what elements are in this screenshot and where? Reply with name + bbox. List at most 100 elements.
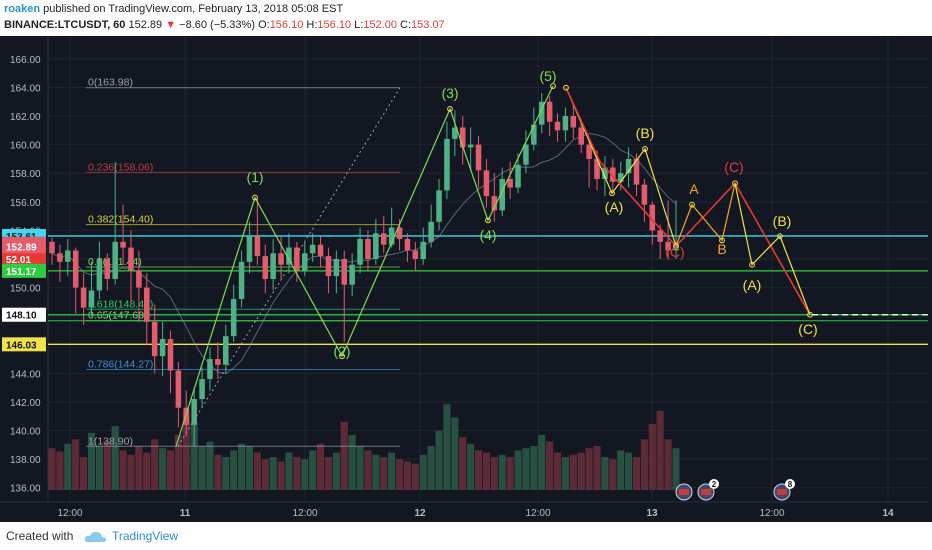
flag-stripe <box>679 489 689 495</box>
tradingview-cloud-icon <box>84 531 107 542</box>
x-tick-label: 12 <box>414 508 426 519</box>
wave-point <box>642 146 648 152</box>
wave-point <box>807 311 813 318</box>
y-tick-label: 164.00 <box>10 83 41 94</box>
volume-bar <box>56 451 64 490</box>
volume-bar <box>324 457 333 490</box>
event-count-label: 8 <box>788 480 793 489</box>
tradingview-brand-link[interactable]: TradingView <box>112 529 179 543</box>
ohlc-line: BINANCE:LTCUSDT, 60 152.89 ▼ −8.60 (−5.3… <box>4 19 445 31</box>
event-count-label: 2 <box>712 480 717 489</box>
volume-bar <box>198 446 206 490</box>
candle-body <box>507 178 513 188</box>
price-tag <box>2 251 46 266</box>
abc-correction-line <box>565 87 677 247</box>
volume-bar <box>427 446 435 490</box>
volume-bar <box>64 443 72 490</box>
candle-body <box>665 241 671 251</box>
volume-bar <box>309 450 317 490</box>
volume-bar <box>166 450 175 490</box>
candle-body <box>657 230 663 242</box>
y-tick-label: 140.00 <box>10 427 41 438</box>
wave-point <box>777 233 783 240</box>
volume-bar <box>95 446 103 490</box>
volume-bar <box>111 426 119 490</box>
candle-body <box>420 241 427 259</box>
volume-bar <box>506 457 514 490</box>
candle-body <box>167 339 174 371</box>
volume-bar <box>609 459 617 490</box>
candle-body <box>602 167 608 179</box>
candle-body <box>136 270 142 288</box>
candle-body <box>428 221 434 242</box>
volume-bar <box>648 424 656 490</box>
candle-body <box>641 184 648 205</box>
candle-body <box>159 339 166 357</box>
fib-level-label: 0.618(148.48) <box>88 298 153 310</box>
candle-body <box>65 250 71 262</box>
volume-bar <box>277 461 285 490</box>
volume-bar <box>214 454 222 490</box>
volume-bar <box>419 454 427 490</box>
volume-bar <box>672 448 680 490</box>
price-tag <box>2 307 46 322</box>
candle-body <box>531 124 537 145</box>
y-tick-label: 144.00 <box>10 369 41 380</box>
volume-bar <box>585 448 593 490</box>
volume-bar <box>403 461 411 490</box>
author-link[interactable]: roaken <box>4 3 41 15</box>
close-label: C: <box>400 19 412 31</box>
wave-label: (5) <box>539 68 556 84</box>
wave-point <box>609 190 615 197</box>
volume-bar <box>190 421 198 490</box>
candle-body <box>649 204 656 231</box>
open-label: O: <box>258 19 270 31</box>
volume-bar <box>80 457 88 490</box>
high-label: H: <box>306 19 318 31</box>
candle-body <box>586 144 592 159</box>
candle-body <box>538 101 545 125</box>
candle-body <box>459 127 466 148</box>
volume-bar <box>632 457 641 490</box>
price-tag-label: 148.10 <box>6 311 37 322</box>
event-count-badge <box>785 479 795 489</box>
footer: Created with TradingView <box>0 522 932 550</box>
fib-level-label: 1(138.90) <box>88 435 133 447</box>
volume-bar <box>443 404 451 490</box>
candle-body <box>523 144 529 165</box>
wave-label: (2) <box>333 343 350 359</box>
volume-bar <box>514 450 522 490</box>
close-value: 153.07 <box>411 19 445 31</box>
volume-bar <box>87 432 96 490</box>
volume-bar <box>222 457 230 490</box>
candle-body <box>325 256 332 277</box>
candle-body <box>365 238 371 259</box>
price-tag-label: 151.17 <box>6 267 37 278</box>
flag-stripe <box>777 489 787 495</box>
price-tag-label: 52.01 <box>6 255 31 266</box>
volume-bar <box>561 457 569 490</box>
volume-bar <box>569 454 577 490</box>
x-tick-label: 12:00 <box>759 508 784 519</box>
price-chart[interactable]: 136.00138.00140.00142.00144.00146.00148.… <box>0 36 932 522</box>
volume-bar <box>553 452 562 490</box>
chart-area[interactable]: 136.00138.00140.00142.00144.00146.00148.… <box>0 36 932 522</box>
wave-point <box>673 243 679 250</box>
price-tag-label: 152.89 <box>6 242 37 253</box>
volume-bar <box>182 410 190 490</box>
wave-label: (B) <box>773 213 792 229</box>
candle-body <box>151 321 158 357</box>
chart-header: roaken published on TradingView.com, Feb… <box>0 0 932 36</box>
y-tick-label: 166.00 <box>10 55 41 66</box>
volume-bar <box>127 454 135 490</box>
candle-body <box>373 233 379 259</box>
fib-level-label: 0.382(154.40) <box>88 214 153 226</box>
candle-body <box>349 264 355 285</box>
candle-body <box>625 158 632 174</box>
volume-bar <box>253 452 261 490</box>
volume-bar <box>245 446 254 490</box>
candle-body <box>388 227 395 245</box>
y-tick-label: 138.00 <box>10 455 41 466</box>
low-label: L: <box>354 19 364 31</box>
price-tag <box>2 239 46 254</box>
